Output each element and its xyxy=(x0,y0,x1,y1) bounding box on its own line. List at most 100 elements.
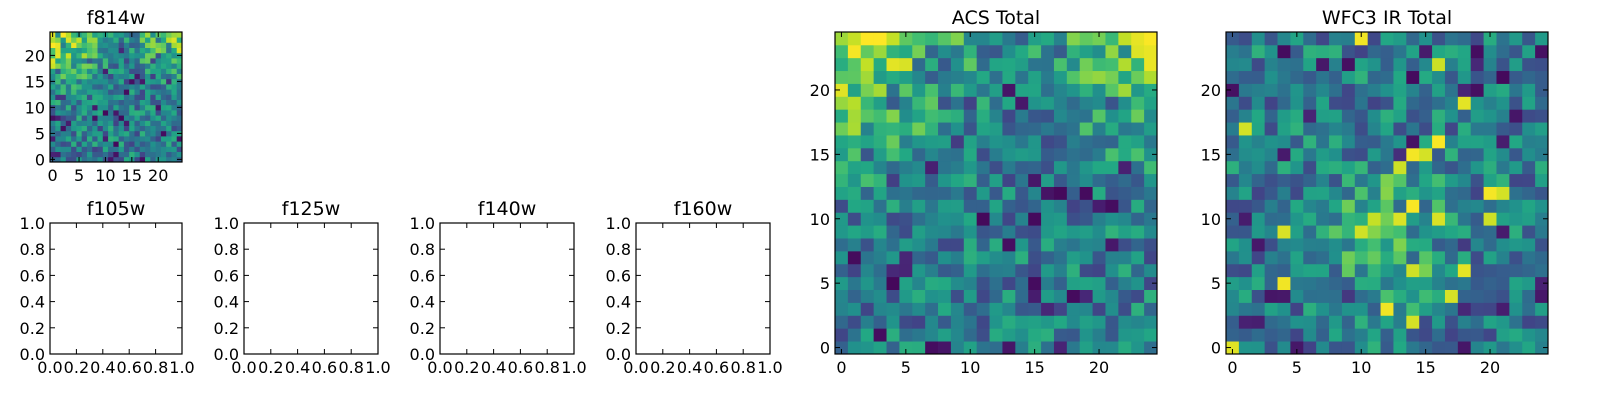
heatmap-cell xyxy=(989,238,1003,252)
heatmap-cell xyxy=(1226,122,1240,136)
heatmap-cell xyxy=(950,250,965,265)
heatmap-cell xyxy=(1483,57,1497,72)
heatmap-cell xyxy=(1264,186,1278,200)
heatmap-cell xyxy=(1380,160,1394,175)
heatmap-cell xyxy=(1354,341,1369,355)
heatmap-cell xyxy=(963,32,978,46)
y-tick-label: 0.0 xyxy=(20,345,45,364)
heatmap-cell xyxy=(1144,135,1158,149)
heatmap-cell xyxy=(1066,302,1081,316)
panel-title: ACS Total xyxy=(952,7,1040,29)
heatmap-cell xyxy=(1066,225,1081,239)
heatmap-cell xyxy=(97,68,104,74)
heatmap-cell xyxy=(1303,32,1317,46)
heatmap-cell xyxy=(1522,83,1536,97)
heatmap-cell xyxy=(1028,212,1042,226)
heatmap-cell xyxy=(150,120,156,126)
heatmap-cell xyxy=(118,151,125,158)
heatmap-cell xyxy=(50,63,56,69)
heatmap-cell xyxy=(1251,289,1266,303)
heatmap-cell xyxy=(55,136,61,142)
heatmap-cell xyxy=(123,32,130,38)
heatmap-cell xyxy=(1367,122,1381,136)
heatmap-cell xyxy=(886,263,900,278)
heatmap-cell xyxy=(1053,212,1068,226)
heatmap-cell xyxy=(102,42,109,48)
heatmap-cell xyxy=(1380,328,1394,342)
heatmap-cell xyxy=(81,104,88,111)
heatmap-cell xyxy=(1406,225,1420,239)
heatmap-cell xyxy=(129,58,135,64)
heatmap-cell xyxy=(145,115,151,121)
heatmap-cell xyxy=(166,120,172,126)
heatmap-cell xyxy=(912,109,926,123)
heatmap-cell xyxy=(1290,109,1304,123)
heatmap-cell xyxy=(1066,57,1081,72)
x-tick-label: 0.0 xyxy=(231,358,256,377)
heatmap-cell xyxy=(65,47,72,54)
heatmap-cell xyxy=(123,52,130,59)
heatmap-cell xyxy=(97,104,104,111)
heatmap-cell xyxy=(1041,225,1055,239)
heatmap-cell xyxy=(1432,57,1446,72)
heatmap-cell xyxy=(71,78,77,85)
heatmap-cell xyxy=(1290,160,1304,175)
heatmap-cell xyxy=(1367,328,1381,342)
heatmap-cell xyxy=(1105,276,1119,290)
heatmap-cell xyxy=(925,250,939,265)
heatmap-cell xyxy=(1419,70,1433,84)
heatmap-cell xyxy=(938,83,952,97)
heatmap-cell xyxy=(1483,122,1497,136)
heatmap-cell xyxy=(1367,263,1381,278)
heatmap-cell xyxy=(912,70,926,84)
heatmap-cell xyxy=(50,125,56,132)
heatmap-cell xyxy=(139,125,146,132)
heatmap-cell xyxy=(1367,289,1381,303)
heatmap-cell xyxy=(71,73,77,80)
heatmap-cell xyxy=(171,141,178,147)
heatmap-cell xyxy=(129,47,135,54)
heatmap-cell xyxy=(1277,302,1291,316)
heatmap-cell xyxy=(113,89,120,95)
heatmap-cell xyxy=(1277,328,1291,342)
heatmap-cell xyxy=(1303,109,1317,123)
heatmap-cell xyxy=(1041,328,1055,342)
heatmap-cell xyxy=(1341,173,1356,187)
heatmap-cell xyxy=(134,47,141,54)
heatmap-cell xyxy=(1509,147,1523,162)
heatmap-cell xyxy=(1316,122,1330,136)
heatmap-cell xyxy=(1470,225,1484,239)
heatmap-cell xyxy=(899,173,913,187)
heatmap-cell xyxy=(166,47,172,54)
heatmap-cell xyxy=(1226,276,1240,290)
heatmap-cell xyxy=(1303,186,1317,200)
heatmap-cell xyxy=(938,199,952,213)
heatmap-cell xyxy=(873,212,887,226)
heatmap-cell xyxy=(1238,44,1253,59)
heatmap-cell xyxy=(81,58,88,64)
heatmap-cell xyxy=(1226,96,1240,110)
heatmap-cell xyxy=(1406,315,1420,329)
heatmap-cell xyxy=(1079,199,1093,213)
heatmap-cell xyxy=(950,32,965,46)
heatmap-cell xyxy=(60,141,67,147)
heatmap-cell xyxy=(145,120,151,126)
heatmap-cell xyxy=(1290,32,1304,46)
heatmap-cell xyxy=(139,136,146,142)
heatmap-cell xyxy=(925,57,939,72)
heatmap-cell xyxy=(86,42,93,48)
heatmap-cell xyxy=(1522,341,1536,355)
heatmap-cell xyxy=(176,37,183,43)
heatmap-cell xyxy=(1066,135,1081,149)
heatmap-cell xyxy=(1444,135,1459,149)
heatmap-cell xyxy=(1341,147,1356,162)
heatmap-cell xyxy=(1522,160,1536,175)
heatmap-cell xyxy=(55,73,61,80)
heatmap-cell xyxy=(1509,44,1523,59)
heatmap-cell xyxy=(1509,225,1523,239)
heatmap-cell xyxy=(55,32,61,38)
y-tick-label: 1.0 xyxy=(410,214,435,233)
heatmap-cell xyxy=(1419,109,1433,123)
heatmap-cell xyxy=(938,96,952,110)
heatmap-cell xyxy=(71,94,77,100)
